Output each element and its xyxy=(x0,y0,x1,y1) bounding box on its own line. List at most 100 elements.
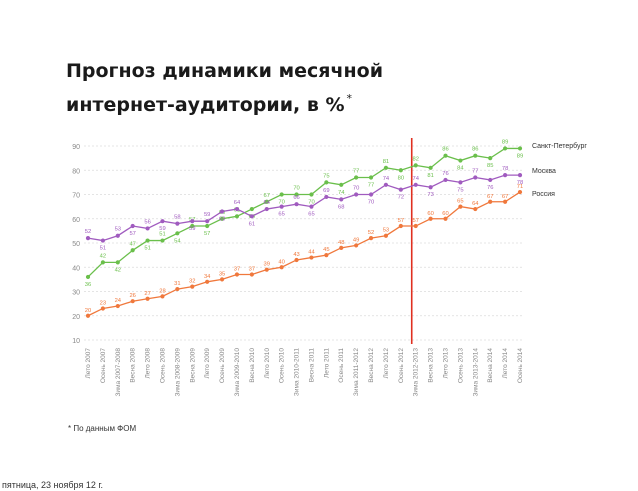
x-tick-label: Лето 2010 xyxy=(264,348,271,379)
data-point xyxy=(294,192,299,197)
data-label: 73 xyxy=(427,192,433,198)
data-label: 54 xyxy=(174,238,181,244)
x-tick-label: Лето 2007 xyxy=(85,348,92,379)
data-label: 37 xyxy=(234,267,240,273)
data-label: 89 xyxy=(502,139,508,145)
data-point xyxy=(145,226,150,231)
data-label: 81 xyxy=(427,173,433,179)
data-label: 67 xyxy=(502,194,508,200)
series-line-spb xyxy=(87,147,520,278)
data-point xyxy=(249,206,254,212)
data-point xyxy=(398,168,403,173)
data-label: 77 xyxy=(353,169,359,175)
data-point xyxy=(234,272,240,277)
data-label: 57 xyxy=(204,231,210,237)
data-label: 40 xyxy=(278,259,284,265)
x-axis-ticks: Лето 2007 Осень 2007 Зима 2007-2008 Весна 2… xyxy=(85,348,524,397)
data-point xyxy=(503,173,508,178)
data-point xyxy=(219,209,225,214)
data-label: 65 xyxy=(278,212,284,218)
data-point xyxy=(443,177,448,183)
data-label: 32 xyxy=(189,279,195,285)
series-moscow: 52 51 53 57 56 59 58 59 59 63 64 61 64 65 66 65 69 68 70 70… xyxy=(85,166,523,251)
data-point xyxy=(100,260,105,265)
series-russia: 20 23 24 26 27 28 31 32 34 35 37 37 39 40 43 44 45 48 49 52… xyxy=(85,184,523,318)
y-tick-label: 80 xyxy=(72,168,80,175)
data-label: 75 xyxy=(457,187,463,193)
x-tick-label: Лето 2012 xyxy=(383,348,390,379)
title-text: Прогноз динамики месячной интернет-аудит… xyxy=(66,60,384,116)
data-point xyxy=(234,214,240,219)
slide-date-footer: пятница, 23 ноября 12 г. xyxy=(2,480,104,490)
y-axis-ticks: 10 20 30 40 50 60 70 80 90 xyxy=(72,144,80,345)
data-label: 78 xyxy=(502,166,508,172)
data-point xyxy=(115,233,120,238)
data-point xyxy=(205,219,210,224)
x-tick-label: Зима 2009-2010 xyxy=(234,348,241,397)
data-point xyxy=(354,243,359,248)
data-label: 75 xyxy=(323,173,329,179)
data-point xyxy=(309,255,314,260)
data-label: 78 xyxy=(517,180,523,186)
data-label: 76 xyxy=(487,185,493,191)
data-point xyxy=(219,216,225,221)
x-tick-label: Осень 2009 xyxy=(219,348,226,384)
data-point xyxy=(324,194,329,200)
legend-label-moscow: Москва xyxy=(532,168,556,175)
data-point xyxy=(190,284,195,289)
x-tick-label: Лето 2009 xyxy=(204,348,211,379)
data-label: 68 xyxy=(338,204,344,210)
data-label: 84 xyxy=(457,166,464,172)
data-point xyxy=(190,223,195,229)
legend-label-spb: Санкт-Петербург xyxy=(532,142,587,150)
data-label: 45 xyxy=(323,247,329,253)
data-label: 43 xyxy=(293,252,299,258)
data-point xyxy=(85,236,91,241)
data-point xyxy=(175,286,180,292)
data-label: 36 xyxy=(85,282,91,288)
x-tick-label: Лето 2011 xyxy=(323,348,330,378)
data-label: 64 xyxy=(234,200,241,206)
x-tick-label: Лето 2014 xyxy=(502,348,509,379)
data-point xyxy=(383,165,389,170)
data-label: 51 xyxy=(159,232,165,238)
data-point xyxy=(219,277,225,282)
data-point xyxy=(130,223,135,229)
data-point xyxy=(294,202,299,207)
data-label: 59 xyxy=(204,212,210,218)
x-tick-label: Весна 2014 xyxy=(487,348,494,383)
data-label: 64 xyxy=(264,200,271,206)
data-label: 77 xyxy=(472,169,478,175)
data-point xyxy=(175,231,180,236)
data-point xyxy=(115,303,120,309)
data-point xyxy=(354,192,359,197)
data-point xyxy=(145,296,150,301)
data-label: 65 xyxy=(308,212,314,218)
data-label: 31 xyxy=(174,281,180,287)
data-label: 60 xyxy=(442,211,448,217)
data-point xyxy=(443,153,448,158)
data-point xyxy=(115,260,120,265)
x-tick-label: Весна 2010 xyxy=(249,348,256,383)
legend-label-russia: Россия xyxy=(532,191,555,198)
data-point xyxy=(160,238,165,243)
data-point xyxy=(234,206,240,212)
data-point xyxy=(100,238,105,243)
data-point xyxy=(413,163,418,168)
data-point xyxy=(249,272,254,277)
data-point xyxy=(85,274,91,280)
data-label: 24 xyxy=(115,298,122,304)
data-label: 60 xyxy=(427,211,433,217)
data-point xyxy=(264,267,269,272)
data-point xyxy=(339,197,344,202)
data-point xyxy=(428,216,433,221)
data-label: 70 xyxy=(308,200,314,206)
data-label: 66 xyxy=(293,195,299,201)
data-label: 69 xyxy=(323,188,329,194)
data-label: 82 xyxy=(412,156,418,162)
data-label: 86 xyxy=(442,147,448,153)
data-label: 57 xyxy=(129,231,135,237)
x-tick-label: Зима 2010-2011 xyxy=(294,348,301,396)
page-title: Прогноз динамики месячной интернет-аудит… xyxy=(66,58,486,119)
data-label: 65 xyxy=(457,199,463,205)
